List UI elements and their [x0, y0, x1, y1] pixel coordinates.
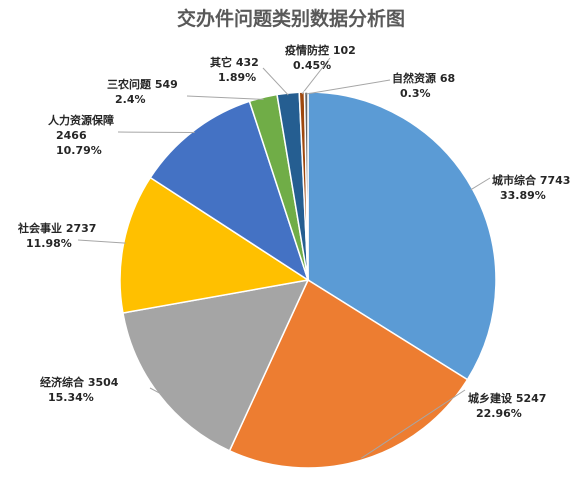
leader-line-3	[149, 387, 162, 395]
leader-line-1	[470, 177, 491, 191]
leader-line-9	[306, 79, 391, 95]
pie-slice-9	[303, 91, 309, 281]
slice-label-5: 人力资源保障 2466 10.79%	[48, 113, 114, 157]
pie-slice-3	[122, 279, 310, 452]
leader-line-7	[262, 67, 289, 96]
pie-slice-5	[149, 100, 310, 282]
slice-label-2: 城乡建设 5247 22.96%	[468, 391, 546, 420]
leader-line-2	[361, 389, 466, 459]
slice-label-7: 其它 432 1.89%	[210, 55, 259, 84]
slice-label-3: 经济综合 3504 15.34%	[40, 375, 119, 404]
leader-line-5	[117, 131, 195, 134]
slice-label-6: 三农问题 549 2.4%	[107, 77, 178, 106]
leader-line-6	[186, 95, 264, 100]
leader-line-4	[77, 239, 126, 244]
slice-label-1: 城市综合 7743 33.89%	[492, 173, 570, 202]
leader-line-8	[301, 57, 331, 95]
slice-label-4: 社会事业 2737 11.98%	[17, 221, 96, 250]
slice-label-8: 疫情防控 102 0.45%	[285, 43, 356, 72]
pie-slice-2	[228, 278, 469, 469]
chart-title: 交办件问题类别数据分析图	[176, 8, 405, 30]
slice-label-9: 自然资源 68 0.3%	[392, 71, 455, 100]
